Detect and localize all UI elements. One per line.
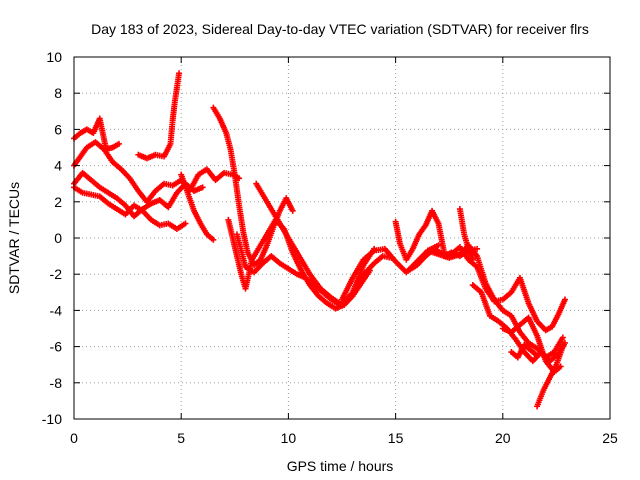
series-track-11 bbox=[339, 242, 442, 303]
x-tick-label-5: 25 bbox=[602, 430, 618, 446]
y-tick-label-6: -2 bbox=[50, 266, 63, 282]
series-track-10 bbox=[253, 180, 378, 308]
y-tick-label-2: 6 bbox=[54, 121, 62, 137]
series-track-15 bbox=[456, 206, 476, 263]
series-track-17 bbox=[499, 314, 564, 375]
data-point bbox=[289, 207, 296, 214]
y-tick-label-9: -8 bbox=[50, 375, 63, 391]
chart-title: Day 183 of 2023, Sidereal Day-to-day VTE… bbox=[91, 21, 589, 37]
series-track-7 bbox=[210, 104, 296, 269]
series-track-5 bbox=[135, 70, 183, 162]
series-track-18 bbox=[534, 343, 566, 410]
y-tick-label-1: 8 bbox=[54, 85, 62, 101]
data-point bbox=[176, 70, 183, 77]
series-track-19 bbox=[508, 341, 541, 361]
grid-lines bbox=[74, 57, 610, 419]
y-tick-label-0: 10 bbox=[46, 49, 62, 65]
series-track-4 bbox=[71, 184, 189, 232]
series-track-1 bbox=[71, 115, 123, 153]
data-point bbox=[561, 339, 568, 346]
data-point bbox=[557, 363, 564, 370]
data-point bbox=[561, 296, 568, 303]
data-point bbox=[116, 140, 123, 147]
data-point bbox=[469, 256, 476, 263]
data-point bbox=[182, 220, 189, 227]
series-track-9 bbox=[233, 231, 395, 308]
y-tick-label-5: 0 bbox=[54, 230, 62, 246]
series-track-14 bbox=[424, 242, 566, 361]
y-tick-label-3: 4 bbox=[54, 158, 62, 174]
y-tick-label-7: -4 bbox=[50, 302, 63, 318]
y-tick-label-8: -6 bbox=[50, 339, 63, 355]
data-point bbox=[199, 184, 206, 191]
data-point bbox=[474, 245, 481, 252]
x-tick-label-0: 0 bbox=[70, 430, 78, 446]
x-tick-label-2: 10 bbox=[281, 430, 297, 446]
y-axis-label: SDTVAR / TECUs bbox=[6, 182, 22, 294]
x-tick-label-1: 5 bbox=[177, 430, 185, 446]
data-point bbox=[559, 334, 566, 341]
y-tick-label-10: -10 bbox=[42, 411, 62, 427]
data-point bbox=[559, 343, 566, 350]
data-point bbox=[534, 352, 541, 359]
y-tick-label-4: 2 bbox=[54, 194, 62, 210]
x-tick-label-4: 20 bbox=[495, 430, 511, 446]
data-marks bbox=[71, 70, 568, 410]
data-point bbox=[210, 236, 217, 243]
x-axis-label: GPS time / hours bbox=[287, 458, 394, 474]
x-tick-label-3: 15 bbox=[388, 430, 404, 446]
series-track-6 bbox=[178, 171, 217, 243]
